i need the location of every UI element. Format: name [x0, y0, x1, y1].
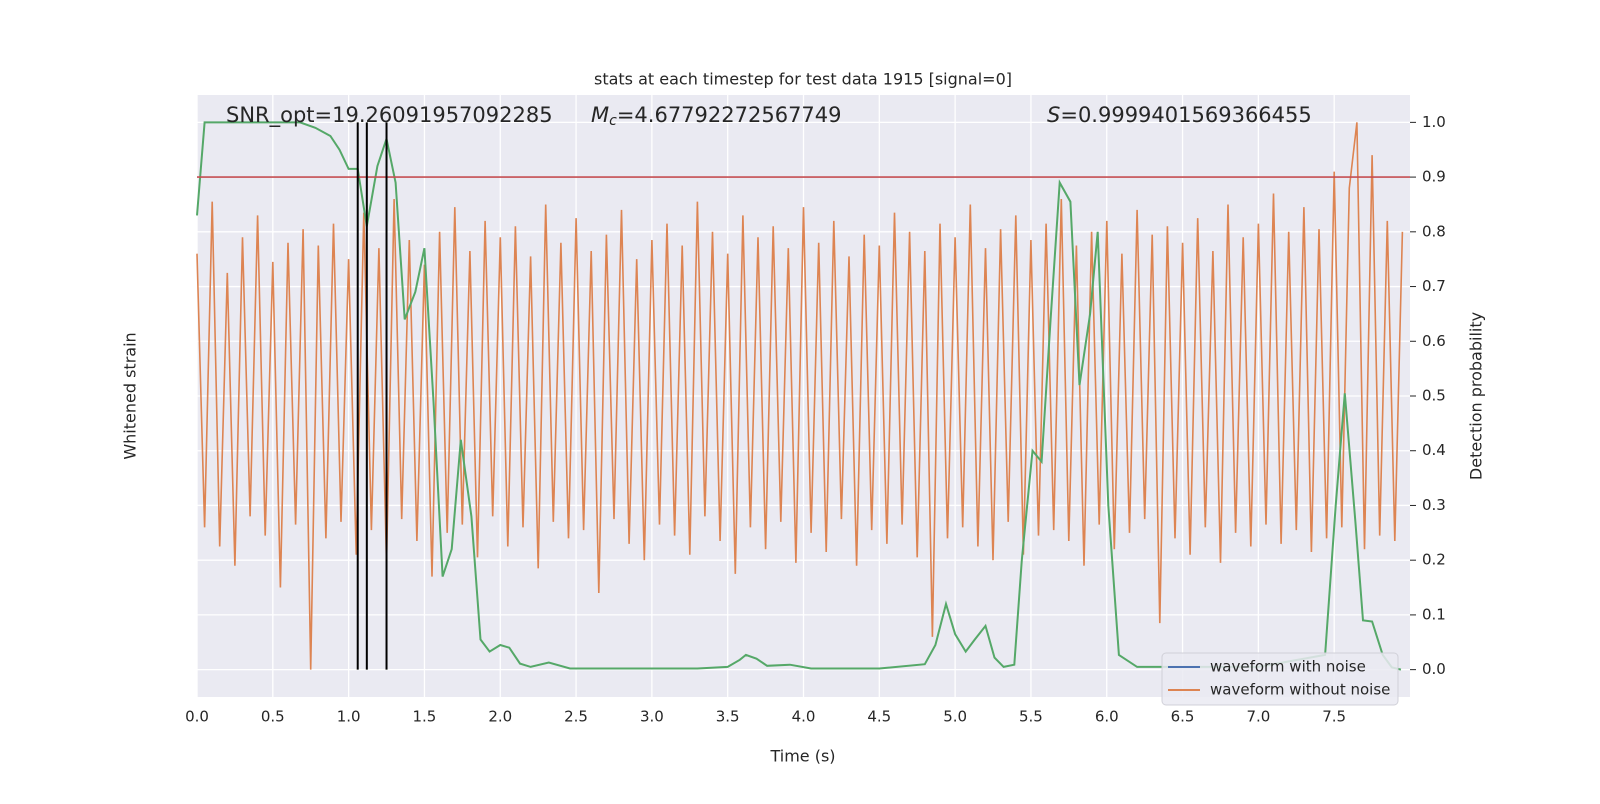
x-tick-label: 3.5: [716, 708, 740, 726]
x-axis-label: Time (s): [769, 747, 835, 766]
x-tick-label: 5.0: [943, 708, 967, 726]
s-symbol: S: [1047, 103, 1060, 127]
x-tick-label: 6.0: [1095, 708, 1119, 726]
mc-symbol: M: [591, 103, 609, 127]
x-tick-label: 7.5: [1322, 708, 1346, 726]
mc-value: =4.67792272567749: [617, 103, 842, 127]
y-axis-label: Whitened strain: [121, 332, 140, 459]
x-tick-label: 0.0: [185, 708, 209, 726]
x-tick-label: 3.0: [640, 708, 664, 726]
y2-tick-label: 0.9: [1422, 168, 1446, 186]
y2-tick-label: 0.4: [1422, 441, 1446, 459]
y2-tick-label: 0.2: [1422, 551, 1446, 569]
legend-box: [1161, 652, 1399, 706]
annotation-mc: Mc=4.67792272567749: [591, 103, 842, 129]
y2-tick-label: 0.7: [1422, 277, 1446, 295]
x-tick-label: 7.0: [1246, 708, 1270, 726]
legend-label: waveform with noise: [1210, 658, 1366, 676]
y2-tick-label: 0.1: [1422, 605, 1446, 623]
y2-tick-label: 0.0: [1422, 660, 1446, 678]
y2-tick-label: 0.6: [1422, 332, 1446, 350]
x-tick-label: 2.5: [564, 708, 588, 726]
y2-tick-label: 0.3: [1422, 496, 1446, 514]
x-tick-label: 4.5: [867, 708, 891, 726]
y2-axis-label: Detection probability: [1467, 312, 1486, 480]
legend-label: waveform without noise: [1210, 681, 1390, 699]
mc-subscript: c: [609, 113, 617, 129]
annotation-snr: SNR_opt=19.26091957092285: [226, 103, 553, 128]
series-line: [196, 122, 1404, 670]
x-tick-label: 4.0: [792, 708, 816, 726]
x-tick-label: 2.0: [488, 708, 512, 726]
chart-title: stats at each timestep for test data 191…: [594, 70, 1012, 89]
x-tick-label: 1.0: [337, 708, 361, 726]
annotation-s: S=0.9999401569366455: [1047, 103, 1312, 127]
series-line: [196, 121, 1402, 671]
x-tick-label: 6.5: [1171, 708, 1195, 726]
x-tick-label: 1.5: [413, 708, 437, 726]
x-tick-label: 0.5: [261, 708, 285, 726]
y2-tick-label: 0.5: [1422, 387, 1446, 405]
y2-tick-label: 0.8: [1422, 222, 1446, 240]
x-tick-label: 5.5: [1019, 708, 1043, 726]
s-value: =0.9999401569366455: [1060, 103, 1311, 127]
y2-tick-label: 1.0: [1422, 113, 1446, 131]
